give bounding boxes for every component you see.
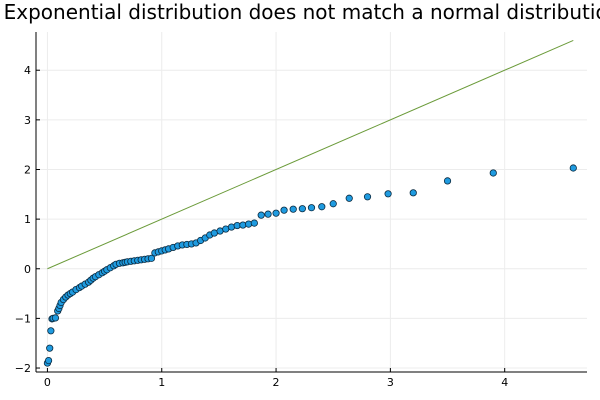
scatter-point xyxy=(46,344,54,352)
scatter-point xyxy=(289,205,297,213)
scatter-point xyxy=(257,211,265,219)
scatter-point xyxy=(345,194,353,202)
scatter-point xyxy=(307,204,316,212)
scatter-point xyxy=(409,189,417,197)
scatter-point xyxy=(147,254,156,262)
tick-labels-layer: 0 1 2 3 4 −2 −1 0 1 2 3 4 xyxy=(15,64,508,389)
y-tick-label: −2 xyxy=(15,362,31,375)
y-tick-label: −1 xyxy=(15,312,31,325)
x-tick-label: 1 xyxy=(158,376,165,389)
grid-layer xyxy=(36,32,587,372)
x-tick-label: 4 xyxy=(501,376,508,389)
x-tick-label: 0 xyxy=(44,376,51,389)
scatter-point xyxy=(239,221,247,229)
scatter-point xyxy=(264,210,272,218)
scatter-point xyxy=(329,200,337,208)
y-tick-label: 3 xyxy=(24,114,31,127)
scatter-point xyxy=(318,203,326,211)
scatter-point xyxy=(280,206,288,214)
scatter-point xyxy=(384,190,392,198)
reference-line-layer xyxy=(47,39,574,270)
y-tick-label: 4 xyxy=(24,64,31,77)
x-tick-label: 3 xyxy=(387,376,394,389)
scatter-point xyxy=(51,314,60,322)
y-tick-label: 2 xyxy=(24,163,31,176)
scatter-point xyxy=(443,177,452,185)
scatter-point xyxy=(245,220,253,228)
scatter-point xyxy=(44,356,53,365)
y-tick-label: 1 xyxy=(24,213,31,226)
points-layer xyxy=(43,164,577,367)
scatter-point xyxy=(47,327,55,335)
scatter-point xyxy=(569,164,577,172)
axes-layer xyxy=(35,32,587,373)
reference-line xyxy=(47,39,574,270)
scatter-point xyxy=(298,205,306,213)
scatter-point xyxy=(489,169,497,177)
scatter-point xyxy=(272,209,280,217)
x-tick-label: 2 xyxy=(273,376,280,389)
scatter-point xyxy=(363,193,372,201)
chart-title: Exponential distribution does not match … xyxy=(4,0,600,24)
y-tick-label: 0 xyxy=(24,263,31,276)
scatter-point xyxy=(250,219,258,227)
